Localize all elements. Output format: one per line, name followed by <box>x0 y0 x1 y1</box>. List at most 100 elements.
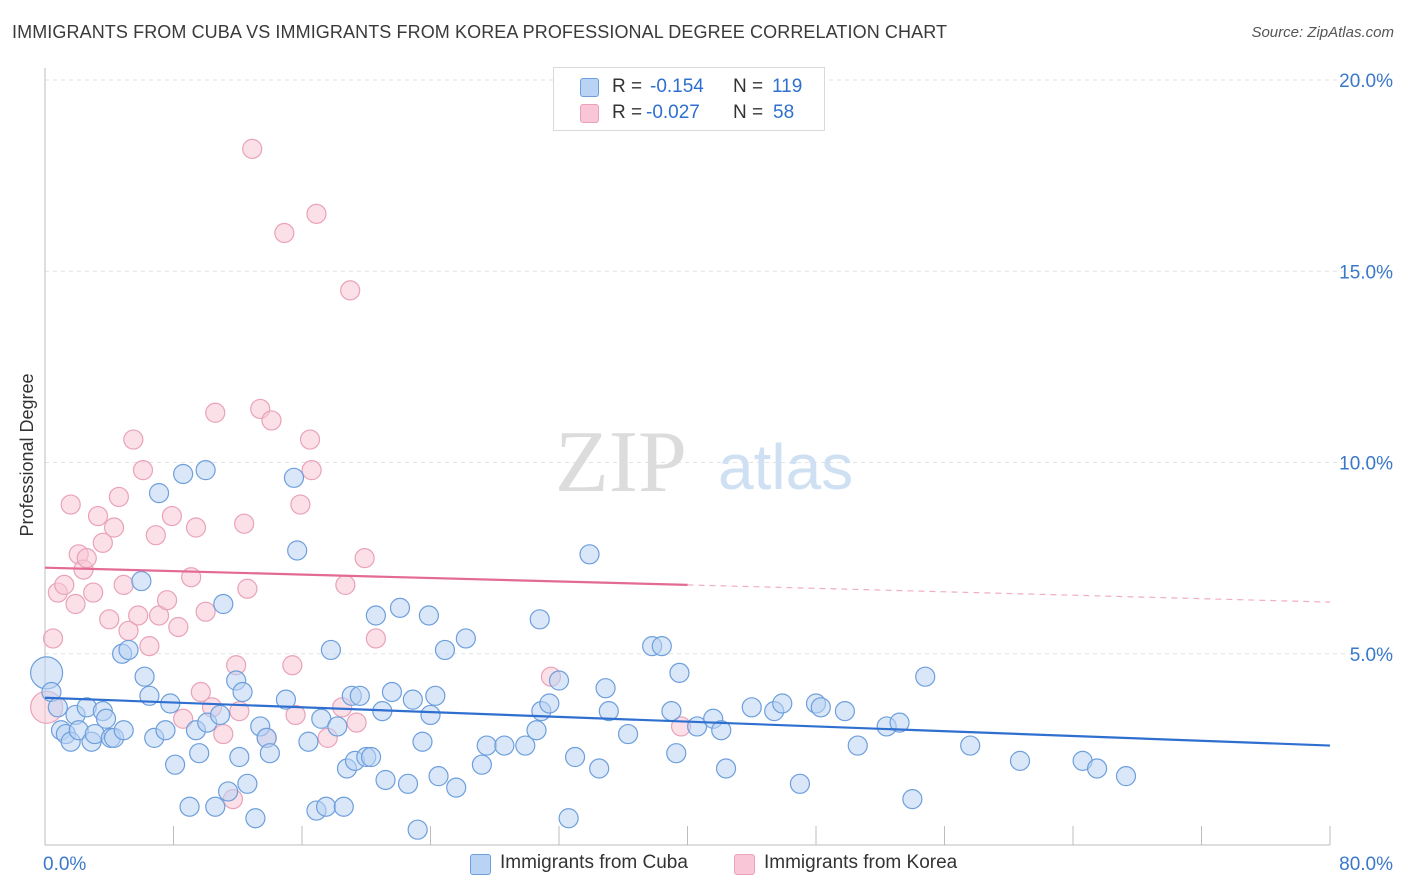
cuba-point <box>1009 750 1031 771</box>
watermark: ZIP atlas <box>555 414 853 511</box>
trend-lines <box>44 566 1331 747</box>
cuba-point <box>407 819 428 840</box>
cuba-point <box>287 540 308 561</box>
cuba-point <box>617 723 639 745</box>
cuba-point <box>229 746 250 768</box>
cuba-point <box>320 639 342 661</box>
cuba-point <box>834 701 856 722</box>
cuba-point <box>113 720 134 741</box>
cuba-point <box>275 689 297 710</box>
cuba-point <box>237 773 258 794</box>
legend-label-korea: Immigrants from Korea <box>764 852 958 873</box>
legend-r-label: R = <box>612 102 643 123</box>
cuba-point <box>471 754 492 775</box>
korea-point <box>156 590 178 611</box>
y-tick-label: 20.0% <box>1339 71 1393 92</box>
korea-point <box>261 410 282 431</box>
legend-n-value: 119 <box>772 76 803 97</box>
korea-point <box>42 628 64 649</box>
cuba-point <box>446 777 467 798</box>
cuba-point <box>397 773 419 794</box>
cuba-point <box>418 605 439 626</box>
korea-point <box>335 574 356 596</box>
cuba-point <box>669 662 690 683</box>
korea-point <box>168 616 189 638</box>
korea-point <box>185 517 207 538</box>
x-tick-label: 0.0% <box>43 854 86 875</box>
cuba-point <box>218 781 239 802</box>
korea-point <box>99 609 120 630</box>
korea-point <box>92 532 113 553</box>
cuba-point <box>434 639 456 661</box>
korea-point <box>65 593 86 615</box>
cuba-point <box>381 681 403 703</box>
cuba-point <box>889 712 910 733</box>
cuba-point <box>333 796 354 817</box>
watermark-atlas: atlas <box>718 431 853 503</box>
korea-swatch-icon <box>580 104 599 123</box>
y-tick-label: 10.0% <box>1339 454 1393 475</box>
legend-label-cuba: Immigrants from Cuba <box>500 852 688 873</box>
cuba-point <box>349 685 370 706</box>
cuba-point <box>558 808 579 829</box>
cuba-point <box>515 735 536 756</box>
cuba-point <box>564 746 586 768</box>
korea-point <box>234 513 255 534</box>
cuba-point <box>539 693 560 714</box>
cuba-point <box>195 460 216 481</box>
cuba-points <box>30 460 1137 840</box>
korea-point <box>299 429 321 450</box>
cuba-point <box>402 689 423 710</box>
korea-trend-extension <box>687 584 1331 603</box>
korea-point <box>76 548 97 569</box>
korea-point <box>128 605 149 626</box>
cuba-point <box>1115 766 1137 787</box>
cuba-point <box>134 666 155 687</box>
cuba-point <box>661 701 682 722</box>
cuba-point <box>148 483 170 504</box>
korea-point <box>346 712 367 733</box>
korea-point <box>290 494 311 515</box>
cuba-point <box>165 754 186 775</box>
legend-r-label: R = <box>612 76 643 97</box>
cuba-point <box>95 708 117 729</box>
cuba-point <box>47 697 68 718</box>
cuba-point <box>213 593 234 615</box>
cuba-point <box>118 639 139 661</box>
korea-point <box>205 402 226 423</box>
cuba-point <box>205 796 226 817</box>
korea-point <box>274 222 295 244</box>
cuba-point <box>189 743 210 764</box>
cuba-point <box>425 685 446 706</box>
cuba-point <box>360 746 382 768</box>
cuba-point <box>259 743 280 764</box>
cuba-point <box>1086 758 1108 779</box>
series-legend: Immigrants from Cuba Immigrants from Kor… <box>0 852 1406 878</box>
cuba-point <box>589 758 610 779</box>
cuba-point <box>579 544 600 565</box>
cuba-point <box>476 735 497 756</box>
korea-trend-line <box>44 566 688 586</box>
korea-point <box>365 628 386 649</box>
korea-point <box>229 701 250 722</box>
cuba-point <box>595 678 616 699</box>
legend-n-value: 58 <box>773 102 795 123</box>
korea-point <box>173 708 194 729</box>
legend-n-label: N = <box>733 76 764 97</box>
cuba-point <box>209 704 231 726</box>
korea-point <box>161 505 182 527</box>
cuba-point <box>155 720 176 741</box>
legend-n-label: N = <box>733 102 764 123</box>
korea-point <box>87 505 109 527</box>
legend-r-value: -0.154 <box>650 76 704 97</box>
source-credit: Source: ZipAtlas.com <box>1251 24 1394 41</box>
legend-r-value: -0.027 <box>646 102 700 123</box>
korea-point <box>340 280 361 301</box>
cuba-point <box>232 681 253 703</box>
korea-point <box>60 494 81 515</box>
cuba-point <box>902 788 923 810</box>
korea-point <box>103 517 125 538</box>
cuba-point <box>651 635 672 657</box>
korea-point <box>190 681 211 703</box>
korea-point <box>54 574 75 596</box>
